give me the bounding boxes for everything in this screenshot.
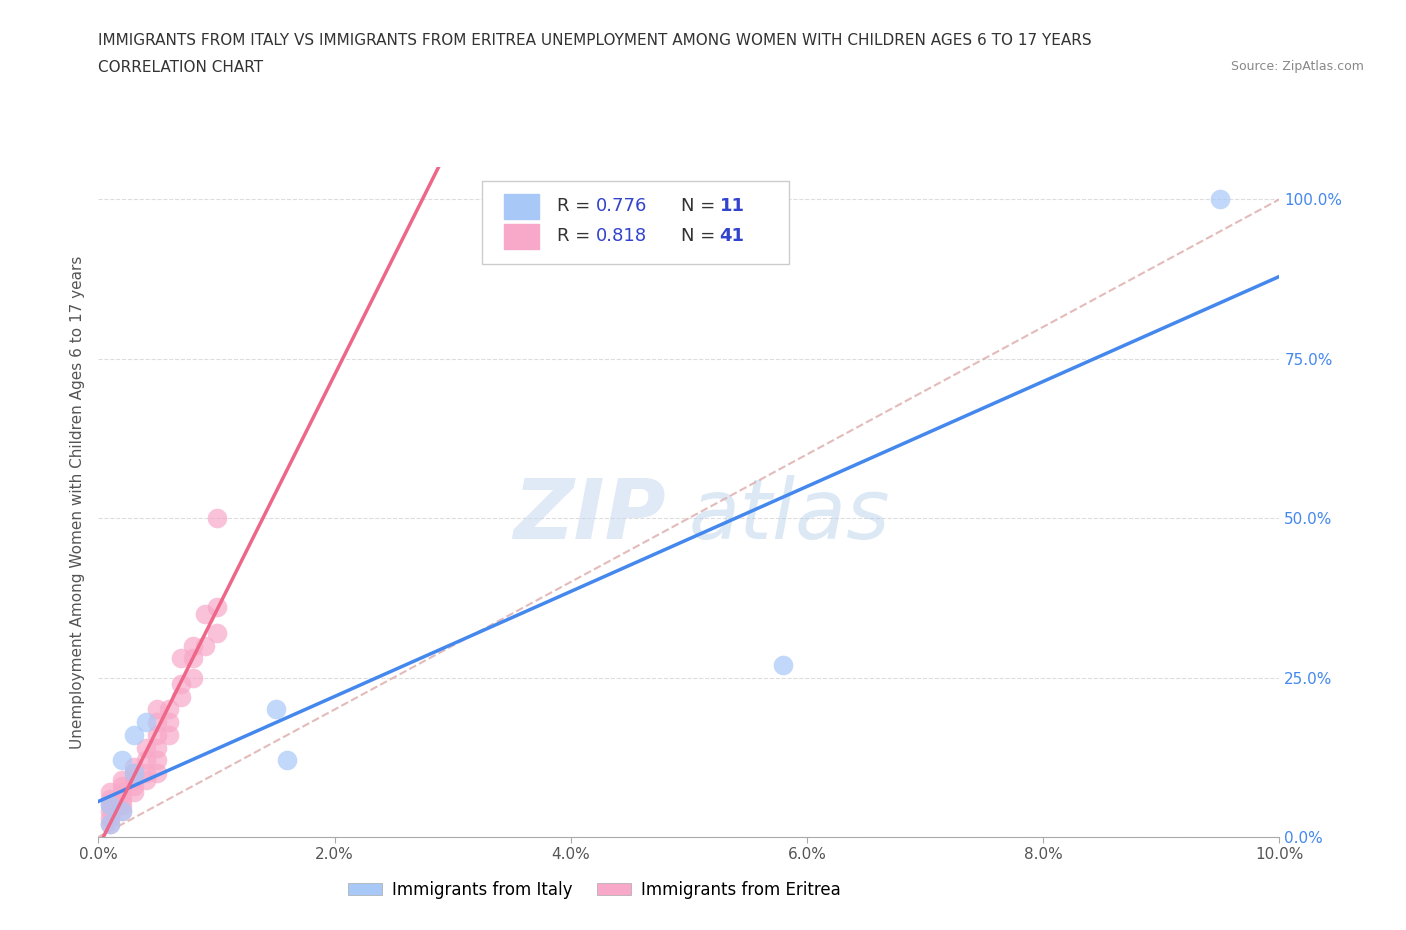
Text: 11: 11 (720, 197, 745, 215)
Point (170, 676, 193, 691)
Point (98, 804, 121, 819)
Point (205, 600, 228, 615)
Text: CORRELATION CHART: CORRELATION CHART (98, 60, 263, 75)
Point (122, 785, 145, 800)
FancyBboxPatch shape (482, 180, 789, 264)
Point (135, 765, 157, 780)
Point (122, 778, 145, 793)
Point (122, 727, 145, 742)
Point (122, 760, 145, 775)
Text: 0.818: 0.818 (596, 227, 647, 246)
Point (157, 702, 180, 717)
Text: ZIP: ZIP (513, 475, 665, 556)
Text: Source: ZipAtlas.com: Source: ZipAtlas.com (1230, 60, 1364, 73)
Point (146, 715, 169, 730)
Point (135, 740, 157, 755)
Point (98, 785, 121, 800)
Point (98, 810, 121, 825)
Bar (503, 223, 538, 249)
Legend: Immigrants from Italy, Immigrants from Eritrea: Immigrants from Italy, Immigrants from E… (342, 874, 846, 906)
Point (205, 626, 228, 641)
Point (181, 638, 204, 653)
Point (122, 765, 145, 780)
Point (98, 798, 121, 813)
Point (98, 817, 121, 831)
Point (111, 791, 134, 806)
Point (205, 511, 228, 525)
Point (111, 785, 134, 800)
Point (170, 689, 193, 704)
Point (98, 817, 121, 831)
Point (111, 778, 134, 793)
Point (146, 702, 169, 717)
Point (264, 702, 287, 717)
Point (146, 753, 169, 768)
Point (111, 753, 134, 768)
Point (181, 671, 204, 685)
Point (146, 727, 169, 742)
Point (146, 740, 169, 755)
Point (122, 772, 145, 787)
Point (111, 772, 134, 787)
Text: 0.776: 0.776 (596, 197, 647, 215)
Text: atlas: atlas (689, 475, 890, 556)
Text: R =: R = (557, 227, 596, 246)
Point (276, 753, 298, 768)
Text: R =: R = (557, 197, 596, 215)
Bar (503, 193, 538, 219)
Point (111, 798, 134, 813)
Text: IMMIGRANTS FROM ITALY VS IMMIGRANTS FROM ERITREA UNEMPLOYMENT AMONG WOMEN WITH C: IMMIGRANTS FROM ITALY VS IMMIGRANTS FROM… (98, 33, 1092, 47)
Point (98, 798, 121, 813)
Text: N =: N = (681, 197, 721, 215)
Point (135, 753, 157, 768)
Point (111, 804, 134, 819)
Text: 41: 41 (720, 227, 745, 246)
Point (157, 715, 180, 730)
Point (772, 658, 794, 672)
Point (170, 651, 193, 666)
Point (181, 651, 204, 666)
Text: N =: N = (681, 227, 721, 246)
Point (135, 772, 157, 787)
Y-axis label: Unemployment Among Women with Children Ages 6 to 17 years: Unemployment Among Women with Children A… (69, 256, 84, 749)
Point (111, 804, 134, 819)
Point (1209, 192, 1232, 206)
Point (146, 765, 169, 780)
Point (157, 727, 180, 742)
Point (135, 715, 157, 730)
Point (98, 791, 121, 806)
Point (194, 606, 217, 621)
Point (122, 765, 145, 780)
Point (194, 638, 217, 653)
